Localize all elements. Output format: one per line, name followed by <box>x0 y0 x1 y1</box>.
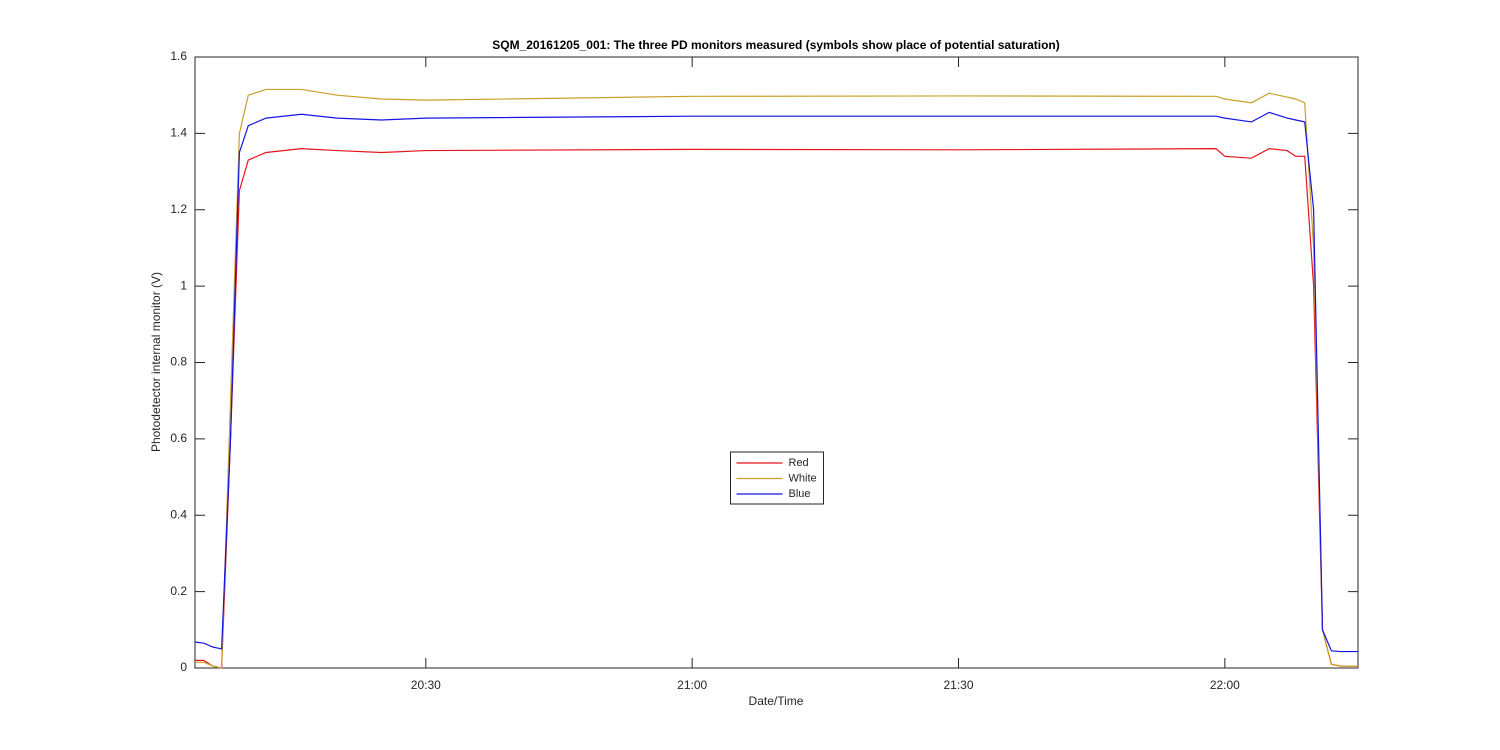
y-tick-label: 0.8 <box>170 355 187 369</box>
y-tick-label: 0.2 <box>170 584 187 598</box>
y-tick-label: 0 <box>180 660 187 674</box>
y-tick-label: 1.4 <box>170 126 187 140</box>
x-tick-label: 21:00 <box>677 678 707 692</box>
y-axis-label: Photodetector internal monitor (V) <box>149 272 163 452</box>
x-tick-label: 20:30 <box>411 678 441 692</box>
data-line <box>195 88 1358 669</box>
y-tick-label: 1 <box>180 278 187 292</box>
chart-title: SQM_20161205_001: The three PD monitors … <box>492 38 1060 52</box>
y-tick-label: 1.6 <box>170 49 187 63</box>
x-tick-label: 21:30 <box>943 678 973 692</box>
data-line <box>194 111 1358 653</box>
legend-label: White <box>789 472 817 484</box>
x-tick-label: 22:00 <box>1210 678 1240 692</box>
x-axis-label: Date/Time <box>749 694 804 708</box>
plot-area <box>194 56 1359 669</box>
legend-label: Red <box>789 457 809 469</box>
y-tick-label: 0.6 <box>170 431 187 445</box>
y-tick-label: 1.2 <box>170 202 187 216</box>
y-tick-label: 0.4 <box>170 507 187 521</box>
legend-label: Blue <box>789 488 811 500</box>
